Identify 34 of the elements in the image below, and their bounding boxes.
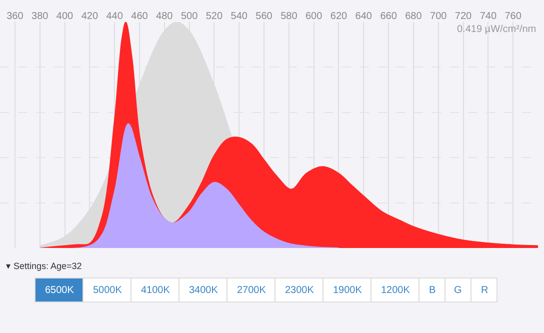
text: R xyxy=(481,285,488,296)
text: 2700K xyxy=(237,285,266,296)
x-tick-label: 660 xyxy=(380,11,398,22)
x-tick-label: 600 xyxy=(305,11,323,22)
x-tick-label: 680 xyxy=(405,11,422,22)
text: ▾ Settings: Age=32 xyxy=(6,261,82,271)
text: B xyxy=(429,285,436,296)
x-tick-label: 420 xyxy=(81,11,98,22)
text: 4100K xyxy=(141,285,170,296)
x-tick-label: 360 xyxy=(6,11,24,22)
text: 1900K xyxy=(333,285,362,296)
x-tick-label: 760 xyxy=(504,11,522,22)
text: 1200K xyxy=(381,285,410,296)
text: G xyxy=(454,285,462,296)
x-tick-label: 620 xyxy=(330,11,348,22)
x-tick-label: 440 xyxy=(106,11,124,22)
x-tick-label: 520 xyxy=(206,11,223,22)
annotation: 0.419 µW/cm²/nm xyxy=(457,24,536,35)
x-tick-label: 560 xyxy=(256,11,273,22)
x-tick-label: 460 xyxy=(131,11,148,22)
x-tick-label: 380 xyxy=(32,11,49,22)
x-tick-label: 700 xyxy=(430,11,448,22)
x-tick-label: 400 xyxy=(56,11,74,22)
x-tick-label: 720 xyxy=(454,11,472,22)
x-tick-label: 740 xyxy=(480,11,497,22)
x-tick-label: 580 xyxy=(280,11,298,22)
x-tick-label: 540 xyxy=(230,11,248,22)
text: 2300K xyxy=(285,285,314,296)
text: 5000K xyxy=(93,285,122,296)
text: 3400K xyxy=(189,285,218,296)
x-tick-label: 500 xyxy=(180,11,198,22)
x-tick-label: 480 xyxy=(156,11,174,22)
x-tick-label: 640 xyxy=(355,11,372,22)
text: 6500K xyxy=(45,285,74,296)
